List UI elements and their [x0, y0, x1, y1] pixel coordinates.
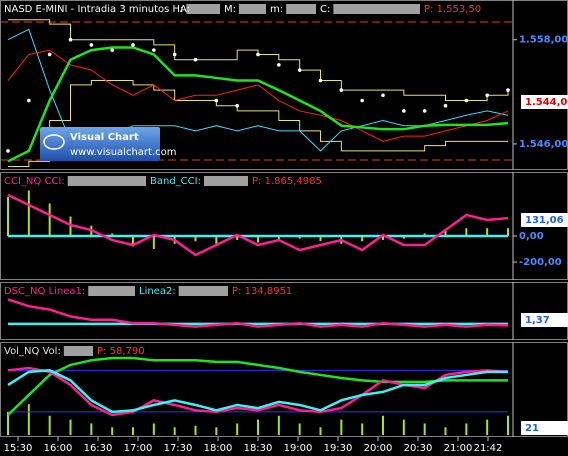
sar-dot: [443, 103, 448, 108]
series-line: [8, 80, 508, 168]
sar-dot: [47, 52, 52, 57]
header-label: C:: [320, 4, 330, 15]
header-value-box: [203, 176, 248, 186]
series-line: [7, 356, 508, 416]
sar-dot: [193, 57, 198, 62]
sar-dot: [256, 52, 260, 57]
x-tick-label: 16:30: [84, 443, 113, 454]
sar-dot: [318, 78, 323, 83]
sar-dot: [235, 103, 239, 108]
series-line: [7, 366, 509, 417]
header-label: CCI_NQ CCI:: [4, 176, 65, 187]
x-tick-label: 18:00: [204, 443, 233, 454]
x-tick-label: 17:00: [124, 443, 153, 454]
header-value-box: [67, 176, 146, 186]
last-value: 1,37: [525, 315, 550, 326]
series-line: [7, 193, 509, 257]
sar-dot: [360, 98, 364, 103]
last-value: 21: [525, 423, 539, 434]
last-value-box: [521, 213, 568, 227]
sar-dot: [27, 98, 31, 103]
header-label: Band_CCI:: [150, 176, 201, 187]
logo-title: Visual Chart: [70, 132, 139, 143]
y-tick-label: 1.558,00: [519, 35, 568, 46]
sar-dot: [297, 68, 302, 72]
x-tick-label: 20:30: [404, 443, 433, 454]
last-value: 131,06: [525, 215, 564, 226]
header-label: P: 1.553,50: [424, 4, 481, 15]
sar-dot: [214, 98, 219, 103]
header-value-box: [193, 4, 220, 14]
sar-dot: [6, 149, 10, 153]
sar-dot: [381, 93, 385, 98]
x-tick-label: 17:30: [164, 443, 193, 454]
header-label: Vol_NQ Vol:: [4, 346, 61, 357]
last-value: 1.544,0: [525, 97, 567, 108]
header-value-box: [286, 4, 316, 14]
sar-dot: [402, 109, 406, 113]
header-value-box: [186, 4, 195, 14]
header-label: Linea2:: [139, 286, 176, 297]
series-line: [7, 49, 509, 142]
header-label: m:: [270, 4, 283, 15]
x-tick-label: 21:42: [474, 443, 503, 454]
sar-dot: [485, 93, 489, 98]
series-line: [8, 19, 509, 102]
logo-url: www.visualchart.com: [70, 147, 176, 158]
logo-box: [40, 127, 160, 161]
series-line: [7, 298, 509, 328]
header-label: NASD E-MINI - Intradia 3 minutos H:: [4, 4, 183, 15]
x-tick-label: 15:30: [4, 443, 33, 454]
x-tick-label: 19:00: [284, 443, 313, 454]
x-tick-label: 21:00: [444, 443, 473, 454]
header-label: M:: [224, 4, 236, 15]
header-label: P: 1.865,4985: [252, 176, 322, 187]
header-label: P: 58,790: [97, 346, 145, 357]
sar-dot: [464, 98, 469, 103]
logo: Visual Chart www.visualchart.com: [40, 127, 176, 161]
x-tick-label: 16:00: [44, 443, 73, 454]
x-tick-label: 18:30: [244, 443, 273, 454]
sar-dot: [506, 88, 510, 92]
sar-dot: [110, 48, 114, 52]
header-value-box: [88, 286, 135, 296]
header-label: DSC_NQ Linea1:: [4, 286, 85, 297]
last-value-box: [521, 421, 568, 435]
y-tick-label: 1.546,00: [519, 139, 568, 150]
header-value-box: [63, 346, 93, 356]
sar-dot: [422, 109, 427, 113]
x-tick-label: 20:00: [364, 443, 393, 454]
header-label: P: 134,8951: [232, 286, 292, 297]
series-line: [7, 369, 508, 414]
header-value-box: [178, 286, 228, 296]
x-tick-label: 19:30: [324, 443, 353, 454]
last-value-box: [521, 95, 568, 109]
series-line: [7, 46, 509, 163]
sar-dot: [131, 43, 135, 47]
sar-dot: [89, 43, 94, 47]
sar-dot: [68, 37, 73, 42]
sar-dot: [172, 52, 177, 57]
header-label: A:: [180, 4, 190, 15]
y-tick-label: -200,00: [519, 257, 562, 268]
header-value-box: [239, 4, 266, 14]
y-tick-label: 0,00: [519, 231, 544, 242]
sar-dot: [152, 48, 156, 52]
logo-swoosh: [43, 134, 65, 150]
header-value-box: [333, 4, 420, 14]
last-value-box: [521, 313, 568, 327]
sar-dot: [277, 63, 281, 67]
sar-dot: [339, 88, 344, 92]
